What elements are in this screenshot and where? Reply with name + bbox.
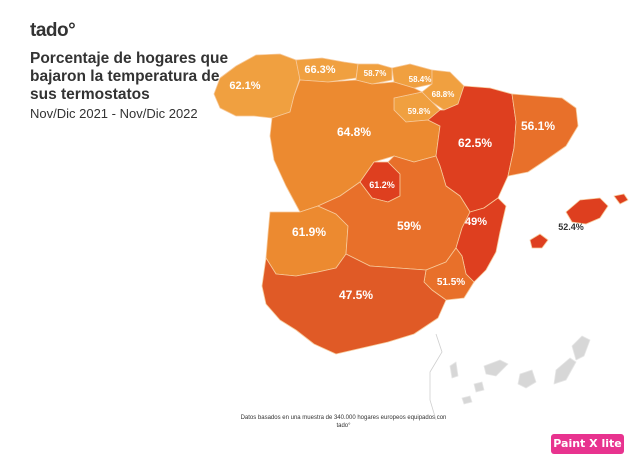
region-andalucia xyxy=(261,253,447,355)
canary-islands xyxy=(449,335,591,405)
label-galicia: 62.1% xyxy=(229,80,260,92)
island-lanzarote xyxy=(571,335,591,361)
label-castilla-la-mancha: 59% xyxy=(397,219,421,233)
label-la-rioja: 59.8% xyxy=(408,107,431,116)
region-baleares-menorca xyxy=(613,193,629,205)
footnote: Datos basados en una muestra de 340.000 … xyxy=(240,415,447,429)
map-title: Porcentaje de hogares que bajaron la tem… xyxy=(30,50,229,103)
label-pais-vasco: 58.4% xyxy=(409,75,432,84)
label-cantabria: 58.7% xyxy=(364,69,387,78)
region-cataluna xyxy=(507,93,579,177)
label-valencia: 49% xyxy=(465,216,487,228)
tado-logo: tado° xyxy=(30,20,76,41)
island-tenerife xyxy=(483,359,509,377)
region-baleares-ibiza xyxy=(529,233,549,249)
label-cataluna: 56.1% xyxy=(521,119,555,133)
region-extremadura xyxy=(265,205,349,277)
label-madrid: 61.2% xyxy=(369,180,395,190)
label-navarra: 68.8% xyxy=(432,90,455,99)
region-baleares-mallorca xyxy=(565,197,609,225)
label-castilla-leon: 64.8% xyxy=(337,125,371,139)
island-fuerteventura xyxy=(553,357,577,385)
label-extremadura: 61.9% xyxy=(292,225,326,239)
label-aragon: 62.5% xyxy=(458,136,492,150)
island-la-gomera xyxy=(473,381,485,393)
label-baleares: 52.4% xyxy=(558,222,584,232)
island-gran-canaria xyxy=(517,369,537,389)
island-la-palma xyxy=(449,361,459,379)
title-block: Porcentaje de hogares que bajaron la tem… xyxy=(30,50,230,121)
label-asturias: 66.3% xyxy=(304,64,335,76)
map-subtitle: Nov/Dic 2021 - Nov/Dic 2022 xyxy=(30,106,198,121)
paint-x-lite-badge: Paint X lite xyxy=(551,434,624,454)
canary-inset-divider xyxy=(429,333,443,421)
island-el-hierro xyxy=(461,395,473,405)
label-murcia: 51.5% xyxy=(437,277,465,288)
label-andalucia: 47.5% xyxy=(339,288,373,302)
